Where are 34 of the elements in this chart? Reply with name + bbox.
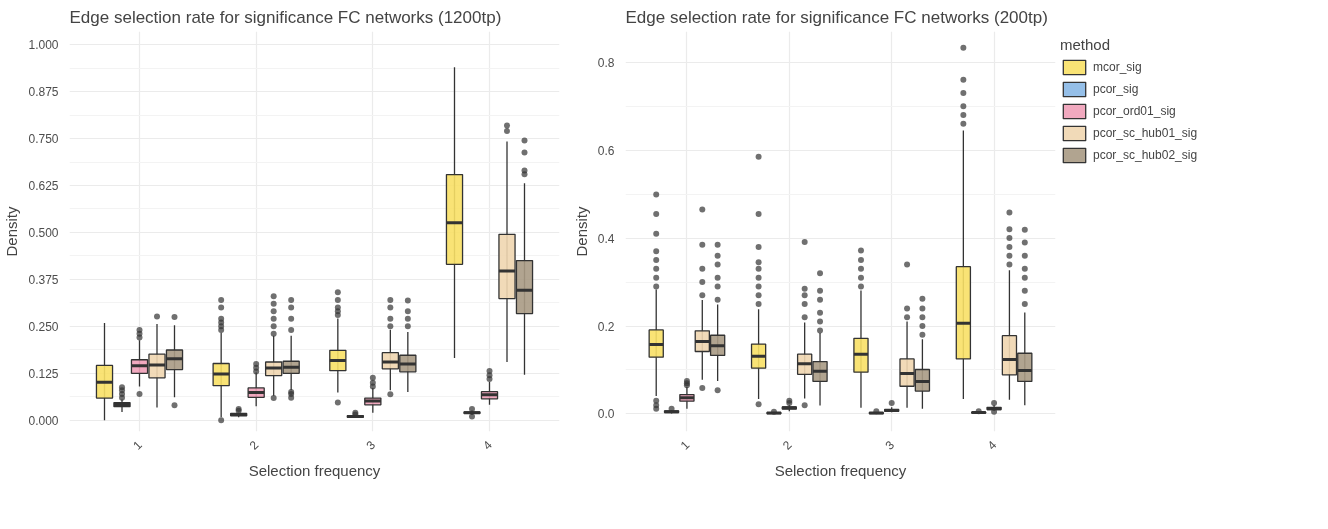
y-tick-label: 0.6 [597, 143, 615, 158]
x-axis-title: Selection frequency [248, 461, 381, 479]
x-tick-label: 1 [677, 437, 693, 453]
y-axis-title: Density [3, 205, 21, 257]
legend-label: pcor_sig [1093, 82, 1139, 96]
y-axis-title: Density [572, 205, 590, 257]
y-tick-label: 0.750 [28, 132, 59, 147]
legend-title: method [1060, 36, 1112, 53]
y-tick-label: 0.375 [28, 272, 59, 287]
x-tick-label: 3 [363, 437, 379, 453]
y-tick-label: 0.125 [28, 366, 59, 381]
y-tick-label: 0.625 [28, 178, 59, 193]
x-axis-title: Selection frequency [774, 461, 907, 479]
y-tick-label: 1.000 [28, 38, 59, 53]
x-tick-label: 2 [779, 437, 795, 453]
legend-label: pcor_sc_hub01_sig [1093, 126, 1198, 140]
chart-title: Edge selection rate for significance FC networks (1200tp) [69, 7, 502, 27]
y-tick-label: 0.2 [597, 319, 615, 334]
y-tick-label: 0.0 [597, 407, 615, 422]
y-tick-label: 0.8 [597, 55, 615, 70]
x-tick-label: 3 [882, 437, 898, 453]
x-tick-label: 4 [984, 437, 1000, 453]
y-tick-label: 0.4 [597, 231, 615, 246]
x-tick-label: 1 [130, 437, 146, 453]
y-tick-label: 0.500 [28, 225, 59, 240]
x-tick-label: 2 [246, 437, 262, 453]
y-tick-label: 0.000 [28, 413, 59, 428]
y-tick-label: 0.250 [28, 319, 59, 334]
legend-label: mcor_sig [1093, 60, 1142, 74]
legend-label: pcor_ord01_sig [1093, 104, 1176, 118]
chart-title: Edge selection rate for significance FC networks (200tp) [625, 7, 1048, 27]
y-tick-label: 0.875 [28, 85, 59, 100]
legend-label: pcor_sc_hub02_sig [1093, 148, 1198, 162]
x-tick-label: 4 [480, 437, 496, 453]
